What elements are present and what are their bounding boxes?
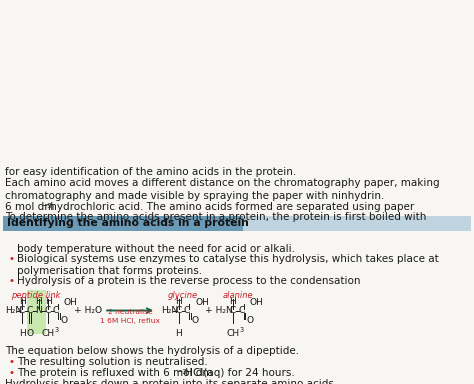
Text: C: C bbox=[45, 306, 51, 315]
Text: H: H bbox=[176, 296, 182, 306]
Text: O: O bbox=[246, 316, 254, 325]
Text: CH: CH bbox=[41, 328, 55, 338]
Text: CH: CH bbox=[227, 328, 239, 338]
Text: The protein is refluxed with 6 mol dm: The protein is refluxed with 6 mol dm bbox=[17, 367, 212, 377]
Text: The equation below shows the hydrolysis of a dipeptide.: The equation below shows the hydrolysis … bbox=[5, 346, 299, 356]
Text: H: H bbox=[36, 296, 42, 306]
Text: C: C bbox=[19, 306, 25, 315]
Text: glycine: glycine bbox=[168, 291, 198, 300]
Text: HCl(aq) for 24 hours.: HCl(aq) for 24 hours. bbox=[182, 367, 295, 377]
Text: H: H bbox=[176, 328, 182, 338]
Text: H: H bbox=[229, 296, 237, 306]
Text: C: C bbox=[176, 306, 182, 315]
Text: H: H bbox=[45, 296, 51, 306]
Text: C: C bbox=[239, 306, 245, 315]
Text: body temperature without the need for acid or alkali.: body temperature without the need for ac… bbox=[17, 244, 295, 254]
Text: •: • bbox=[9, 255, 15, 265]
Text: Hydrolysis of a protein is the reverse process to the condensation: Hydrolysis of a protein is the reverse p… bbox=[17, 276, 361, 286]
Text: OH: OH bbox=[64, 298, 78, 307]
Text: 3: 3 bbox=[240, 326, 244, 333]
Text: + H₂O: + H₂O bbox=[74, 306, 102, 315]
Text: 6 mol dm: 6 mol dm bbox=[5, 202, 55, 212]
Text: Hydrolysis breaks down a protein into its separate amino acids.: Hydrolysis breaks down a protein into it… bbox=[5, 379, 337, 384]
Text: OH: OH bbox=[195, 298, 209, 307]
Text: chromatography and made visible by spraying the paper with ninhydrin.: chromatography and made visible by spray… bbox=[5, 191, 384, 201]
Text: •: • bbox=[9, 367, 15, 377]
Text: The resulting solution is neutralised.: The resulting solution is neutralised. bbox=[17, 357, 208, 367]
Text: 3: 3 bbox=[55, 326, 59, 333]
Text: H₂N: H₂N bbox=[161, 306, 178, 315]
Text: •: • bbox=[9, 357, 15, 367]
Text: 1 6M HCl, reflux: 1 6M HCl, reflux bbox=[100, 318, 160, 323]
Text: OH: OH bbox=[250, 298, 264, 307]
Text: 2 neutralise: 2 neutralise bbox=[108, 309, 152, 315]
Text: polymerisation that forms proteins.: polymerisation that forms proteins. bbox=[17, 266, 202, 276]
Text: peptide link: peptide link bbox=[11, 291, 61, 300]
Text: −3: −3 bbox=[176, 369, 187, 375]
Text: C: C bbox=[53, 306, 59, 315]
Text: H₂N: H₂N bbox=[5, 306, 22, 315]
Text: O: O bbox=[61, 316, 68, 325]
Text: Identifying the amino acids in a protein: Identifying the amino acids in a protein bbox=[7, 218, 249, 228]
Bar bbox=[27, 290, 46, 333]
Text: H: H bbox=[18, 328, 26, 338]
Bar bbox=[3, 216, 243, 231]
Text: N: N bbox=[36, 306, 42, 315]
Text: −3: −3 bbox=[41, 203, 52, 209]
Text: O: O bbox=[27, 328, 34, 338]
Text: H: H bbox=[18, 296, 26, 306]
Text: alanine: alanine bbox=[223, 291, 253, 300]
Text: C: C bbox=[184, 306, 190, 315]
Text: To determine the amino acids present in a protein, the protein is first boiled w: To determine the amino acids present in … bbox=[5, 212, 427, 222]
Text: Each amino acid moves a different distance on the chromatography paper, making: Each amino acid moves a different distan… bbox=[5, 177, 439, 187]
Text: •: • bbox=[9, 276, 15, 286]
Bar bbox=[243, 216, 471, 231]
Text: O: O bbox=[191, 316, 199, 325]
Text: + H₂N: + H₂N bbox=[205, 306, 233, 315]
Text: C: C bbox=[27, 306, 33, 315]
Text: Biological systems use enzymes to catalyse this hydrolysis, which takes place at: Biological systems use enzymes to cataly… bbox=[17, 255, 439, 265]
Text: C: C bbox=[230, 306, 236, 315]
Text: hydrochloric acid. The amino acids formed are separated using paper: hydrochloric acid. The amino acids forme… bbox=[47, 202, 414, 212]
Text: for easy identification of the amino acids in the protein.: for easy identification of the amino aci… bbox=[5, 167, 296, 177]
